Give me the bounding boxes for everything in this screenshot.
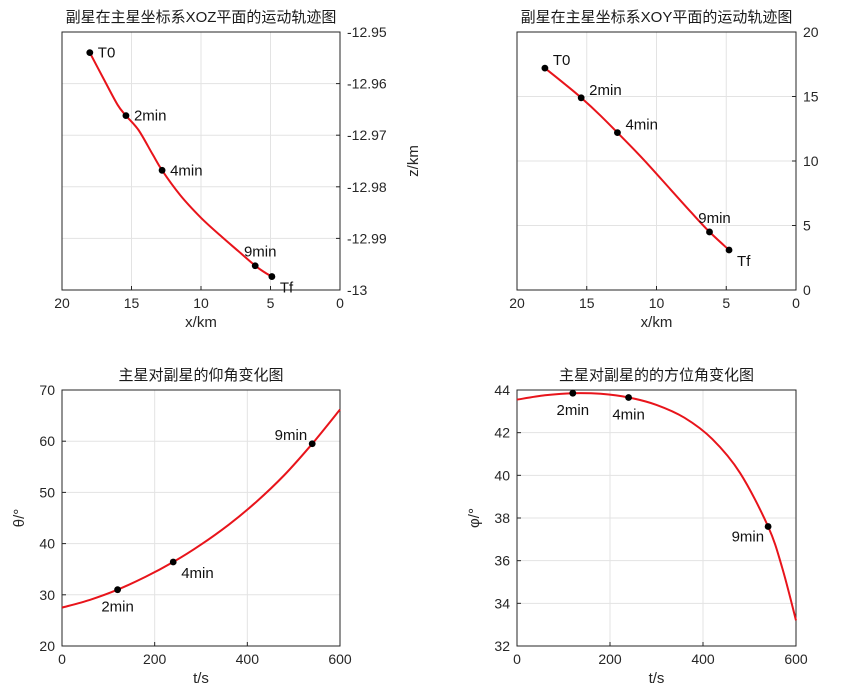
y-tick-label: -12.98 bbox=[347, 179, 387, 195]
x-tick-label: 0 bbox=[792, 295, 800, 311]
data-point-marker bbox=[251, 262, 259, 270]
data-point-marker bbox=[86, 49, 94, 57]
y-tick-label: 5 bbox=[803, 218, 811, 234]
y-tick-label: -12.97 bbox=[347, 127, 387, 143]
point-annotation: 2min bbox=[557, 402, 590, 419]
x-tick-label: 400 bbox=[236, 651, 260, 667]
data-point-marker bbox=[268, 273, 276, 280]
data-point-marker bbox=[158, 166, 166, 174]
data-point-marker bbox=[569, 389, 577, 397]
point-annotation: T0 bbox=[553, 52, 571, 69]
point-annotation: 2min bbox=[589, 82, 622, 99]
x-tick-label: 0 bbox=[336, 295, 344, 311]
data-point-marker bbox=[308, 440, 316, 448]
y-tick-label: -12.99 bbox=[347, 230, 387, 246]
point-annotation: 4min bbox=[612, 406, 645, 423]
x-tick-label: 20 bbox=[509, 295, 525, 311]
data-point-marker bbox=[577, 94, 585, 102]
point-annotation: 9min bbox=[275, 427, 308, 444]
chart-title: 主星对副星的的方位角变化图 bbox=[559, 367, 754, 384]
x-tick-label: 15 bbox=[124, 295, 140, 311]
point-annotation: 9min bbox=[244, 244, 277, 261]
chart-panel-1: 20 15 10 5 0 -12.95 -12.96 -12.97 -12.98 -12.99 -1… bbox=[54, 9, 422, 331]
x-axis-label: t/s bbox=[193, 670, 209, 687]
y-tick-label: 20 bbox=[39, 638, 55, 654]
point-annotation: 9min bbox=[698, 210, 731, 227]
y-axis-label: φ/° bbox=[466, 508, 483, 528]
y-tick-label: 70 bbox=[39, 382, 55, 398]
axes-box bbox=[61, 389, 341, 647]
x-tick-label: 5 bbox=[267, 295, 275, 311]
data-point-marker bbox=[541, 64, 549, 72]
x-tick-label: 10 bbox=[649, 295, 665, 311]
data-point-marker bbox=[169, 558, 177, 566]
x-tick-label: 0 bbox=[58, 651, 66, 667]
point-annotation: Tf bbox=[737, 253, 751, 270]
chart-title: 副星在主星坐标系XOY平面的运动轨迹图 bbox=[521, 9, 793, 26]
chart-title: 副星在主星坐标系XOZ平面的运动轨迹图 bbox=[66, 9, 337, 26]
x-tick-label: 5 bbox=[722, 295, 730, 311]
point-annotation: 2min bbox=[134, 108, 167, 125]
y-tick-label: 36 bbox=[494, 553, 510, 569]
series-line-1 bbox=[544, 67, 730, 251]
point-annotation: Tf bbox=[280, 280, 294, 297]
y-axis-label: θ/° bbox=[11, 509, 28, 528]
y-tick-label: 44 bbox=[494, 382, 510, 398]
chart-panel-2: 2015105005101520副星在主星坐标系XOY平面的运动轨迹图x/kmy… bbox=[509, 9, 819, 331]
x-tick-label: 10 bbox=[193, 295, 209, 311]
y-tick-label: 10 bbox=[803, 153, 819, 169]
x-tick-label: 20 bbox=[54, 295, 70, 311]
data-point-marker bbox=[614, 129, 621, 137]
point-annotation: 9min bbox=[732, 529, 765, 546]
data-point-marker bbox=[122, 112, 130, 119]
point-annotation: 4min bbox=[181, 565, 214, 582]
y-tick-label: 34 bbox=[494, 595, 510, 611]
y-tick-label: 30 bbox=[39, 587, 55, 603]
x-tick-label: 15 bbox=[579, 295, 595, 311]
x-axis-label: t/s bbox=[649, 670, 665, 687]
y-tick-label: 40 bbox=[494, 467, 510, 483]
x-tick-label: 200 bbox=[143, 651, 167, 667]
x-axis-label: x/km bbox=[641, 314, 673, 331]
data-point-marker bbox=[625, 394, 632, 401]
data-point-marker bbox=[706, 228, 713, 236]
x-tick-label: 0 bbox=[513, 651, 521, 667]
point-annotation: T0 bbox=[98, 45, 116, 62]
x-axis-label: x/km bbox=[185, 314, 217, 331]
x-tick-label: 600 bbox=[328, 651, 352, 667]
x-tick-label: 400 bbox=[691, 651, 715, 667]
y-axis-label: z/km bbox=[405, 145, 422, 177]
y-tick-label: 42 bbox=[494, 425, 510, 441]
data-point-marker bbox=[114, 586, 121, 594]
point-annotation: 4min bbox=[625, 117, 658, 134]
x-tick-label: 200 bbox=[598, 651, 622, 667]
point-annotation: 2min bbox=[101, 599, 134, 616]
x-tick-label: 600 bbox=[784, 651, 808, 667]
y-tick-label: 0 bbox=[803, 282, 811, 298]
y-tick-label: 38 bbox=[494, 510, 510, 526]
series-line-1 bbox=[61, 408, 341, 609]
y-tick-label: 20 bbox=[803, 24, 819, 40]
plot-area bbox=[62, 390, 340, 646]
chart-panel-3: 0 200 400 600 20 30 40 50 60 70 主星对副星的仰角变化图 t/s θ/° 2… bbox=[11, 367, 352, 687]
data-point-marker bbox=[725, 246, 733, 254]
y-tick-label: -12.95 bbox=[347, 24, 387, 40]
y-tick-label: 40 bbox=[39, 536, 55, 552]
y-tick-label: 60 bbox=[39, 433, 55, 449]
y-tick-label: 50 bbox=[39, 484, 55, 500]
y-tick-label: -13 bbox=[347, 282, 367, 298]
y-tick-label: -12.96 bbox=[347, 76, 387, 92]
chart-panel-4: 0 200 400 600 32 34 36 38 40 42 44 主星对副星的的方位角变化图 t/s… bbox=[466, 367, 808, 687]
data-point-marker bbox=[764, 523, 772, 530]
point-annotation: 4min bbox=[170, 162, 203, 179]
y-tick-label: 32 bbox=[494, 638, 510, 654]
chart-title: 主星对副星的仰角变化图 bbox=[118, 367, 283, 384]
y-tick-label: 15 bbox=[803, 89, 819, 105]
